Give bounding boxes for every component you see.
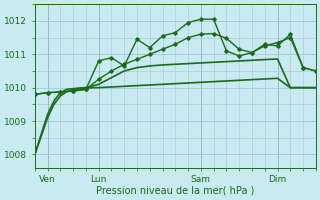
- X-axis label: Pression niveau de la mer( hPa ): Pression niveau de la mer( hPa ): [96, 186, 254, 196]
